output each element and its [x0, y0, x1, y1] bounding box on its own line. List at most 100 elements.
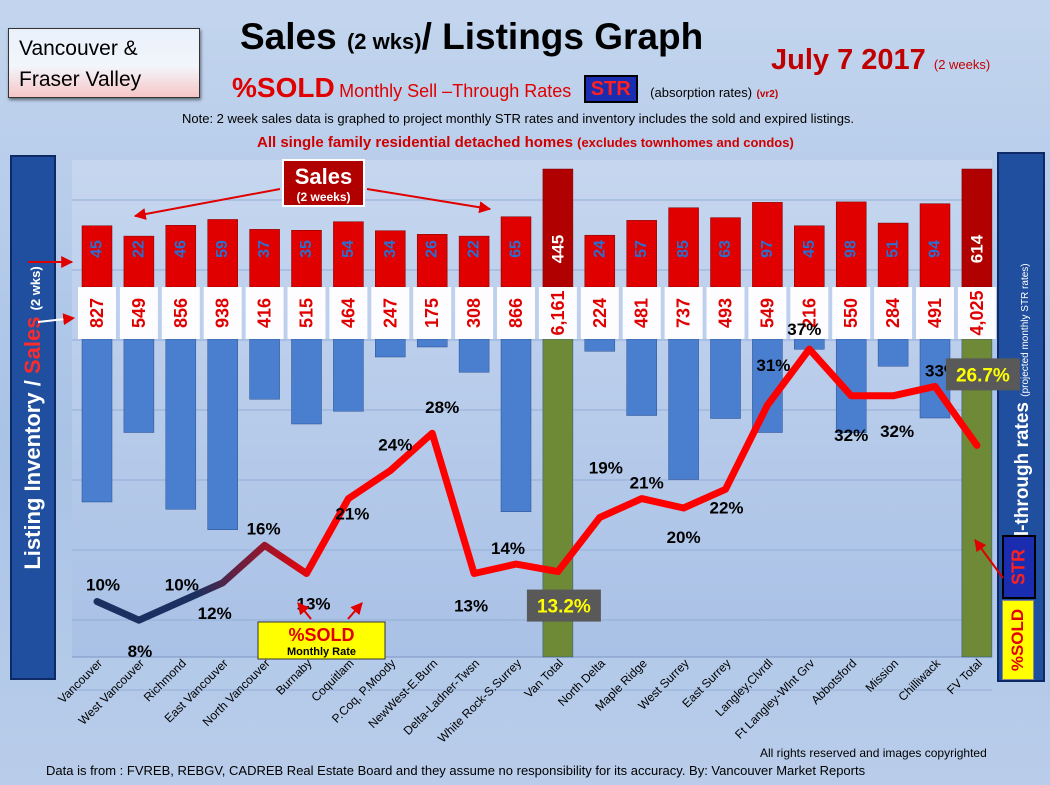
sales-value-label: 59 — [214, 240, 231, 258]
version-label: (vr2) — [756, 89, 779, 100]
sales-value-label: 97 — [759, 240, 776, 258]
str-value-label: 22% — [709, 498, 743, 517]
sales-value-label: 94 — [927, 240, 944, 258]
x-tick-label: Abbotsford — [808, 656, 859, 707]
sales-value-label: 65 — [508, 240, 525, 258]
str-value-label: 28% — [425, 398, 459, 417]
listing-value-label: 737 — [674, 298, 694, 328]
sales-value-label: 45 — [89, 240, 106, 258]
sales-bar — [333, 221, 364, 288]
bars — [78, 168, 996, 658]
str-value-label: 13% — [296, 594, 330, 613]
sales-callout: Sales (2 weeks) — [133, 159, 492, 220]
listing-value-background — [748, 287, 787, 339]
listing-value-background — [538, 287, 577, 339]
str-value-label: 21% — [335, 505, 369, 524]
listings-bar — [961, 338, 993, 658]
listing-value-label: 493 — [716, 298, 736, 328]
listing-value-label: 938 — [213, 298, 233, 328]
listing-value-label: 827 — [87, 298, 107, 328]
title-sales: Sales — [240, 16, 337, 57]
str-value-label: 16% — [247, 519, 281, 538]
listing-value-label: 4,025 — [967, 290, 987, 335]
sales-bar — [794, 225, 825, 288]
str-line — [93, 345, 981, 624]
listing-value-label: 247 — [380, 298, 400, 328]
str-value-label: 10% — [165, 576, 199, 595]
listing-value-background — [455, 287, 494, 339]
listings-bar — [249, 338, 280, 400]
sales-value-label: 85 — [675, 240, 692, 258]
sales-bar — [542, 168, 574, 288]
x-tick-label: Delta-Ladner-Twsn — [401, 656, 483, 738]
str-value-label: 20% — [667, 528, 701, 547]
x-tick-label: Burnaby — [273, 656, 315, 698]
str-value-label: 21% — [630, 474, 664, 493]
listing-value-background — [203, 287, 242, 339]
listing-value-background — [161, 287, 200, 339]
listing-value-background — [329, 287, 368, 339]
sales-value-label: 51 — [885, 240, 902, 258]
sales-value-label: 63 — [717, 240, 734, 258]
data-labels: 4582722549468565993837416355155446434247… — [86, 234, 1020, 661]
str-value-label: 19% — [589, 458, 623, 477]
sales-value-label: 445 — [548, 235, 567, 263]
str-total-label: 13.2% — [537, 597, 591, 618]
sales-value-label: 22 — [130, 240, 147, 258]
str-total-label: 26.7% — [956, 365, 1010, 386]
str-total-label-box — [526, 589, 601, 622]
sales-bar — [919, 203, 951, 288]
str-value-label: 31% — [756, 356, 790, 375]
listings-bar — [375, 338, 406, 358]
listings-bar — [291, 338, 322, 425]
listing-value-label: 856 — [171, 298, 191, 328]
listing-value-background — [119, 287, 158, 339]
subtitle: %SOLD Monthly Sell –Through Rates STR (a… — [232, 72, 778, 104]
listing-value-label: 224 — [590, 298, 610, 328]
listing-value-background — [622, 287, 661, 339]
sold-arrow-right — [347, 602, 363, 620]
x-tick-label: FV Total — [944, 656, 985, 697]
listing-value-label: 515 — [297, 298, 317, 328]
sales-bar — [835, 201, 867, 288]
str-value-label: 14% — [491, 539, 525, 558]
sales-bar — [375, 230, 406, 288]
data-source-note: Data is from : FVREB, REBGV, CADREB Real… — [46, 763, 866, 778]
sales-bar — [584, 234, 616, 288]
listings-bar — [626, 338, 657, 416]
report-date-note: (2 weeks) — [933, 57, 991, 72]
listing-value-background — [413, 287, 452, 339]
listings-bar — [668, 338, 699, 480]
listings-bar — [584, 338, 616, 352]
str-value-label: 32% — [880, 422, 914, 441]
listings-bar — [877, 338, 909, 367]
sales-bar — [207, 219, 238, 288]
subtitle-absorption: (absorption rates) — [650, 85, 753, 100]
listings-bar — [81, 338, 113, 503]
listing-value-background — [916, 287, 954, 339]
listing-value-label: 175 — [422, 298, 442, 328]
sales-bar — [626, 220, 657, 288]
str-value-label: 10% — [86, 576, 120, 595]
listing-value-label: 481 — [632, 298, 652, 328]
scope-exclusion: (excludes townhomes and condos) — [577, 135, 794, 150]
sales-value-label: 26 — [424, 240, 441, 258]
sales-callout-box — [282, 159, 365, 207]
str-value-label: 24% — [378, 436, 412, 455]
listing-value-label: 308 — [464, 298, 484, 328]
left-axis-panel: Listing Inventory / Sales (2 wks) — [10, 155, 56, 680]
scope-main: All single family residential detached h… — [257, 134, 573, 151]
str-value-label: 8% — [128, 642, 153, 661]
sold-vertical-badge: %SOLD — [1002, 600, 1034, 680]
listings-bar — [752, 338, 783, 433]
sales-bar — [961, 168, 993, 288]
scope-note: All single family residential detached h… — [257, 134, 794, 151]
listing-value-background — [371, 287, 410, 339]
str-value-label: 32% — [834, 426, 868, 445]
str-value-label: 12% — [198, 604, 232, 623]
listings-row-arrow — [37, 313, 76, 326]
sales-arrow-left — [133, 188, 281, 220]
sales-bar — [668, 207, 699, 288]
